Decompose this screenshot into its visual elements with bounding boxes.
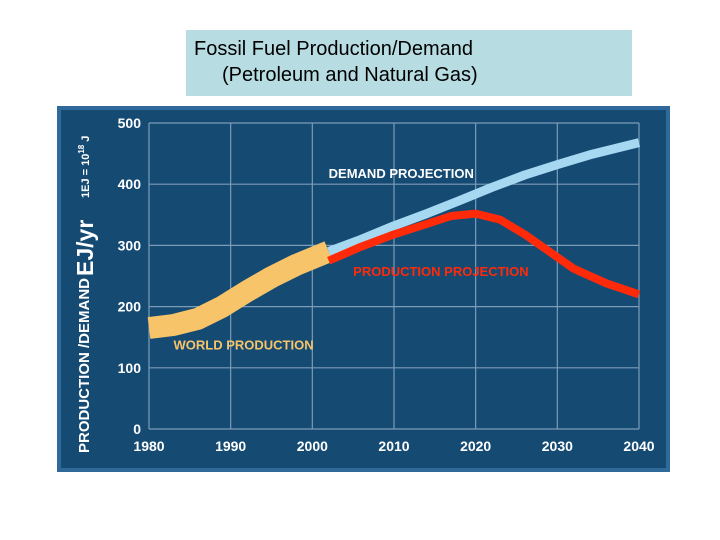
y-axis-label-unit: EJ/yr [72,220,98,276]
chart-svg: 1980 1990 2000 2010 2020 2030 2040 0 100 200 300 40… [57,106,670,472]
x-tick-label-2030: 2030 [542,438,573,454]
chart-title-box: Fossil Fuel Production/Demand (Petroleum… [186,30,632,96]
x-tick-label-2000: 2000 [297,438,328,454]
chart-background [57,106,670,472]
x-tick-label-1980: 1980 [133,438,164,454]
x-tick-label-2020: 2020 [460,438,491,454]
y-tick-label-0: 0 [133,421,141,437]
series-label-demand-projection: DEMAND PROJECTION [329,166,474,181]
series [147,138,641,339]
series-label-production-projection: PRODUCTION PROJECTION [353,264,529,279]
series-line-demand-projection [327,138,641,256]
series-line-production-projection [327,209,641,299]
y-tick-label-400: 400 [118,176,142,192]
chart-border [57,106,670,472]
y-tick-label-100: 100 [118,360,142,376]
y-axis-note-text: 1EJ = 10 [80,154,92,198]
chart-title-line2: (Petroleum and Natural Gas) [222,64,478,86]
series-labels: WORLD PRODUCTION DEMAND PROJECTION PRODUCT… [174,166,529,352]
y-axis-label-main: PRODUCTION /DEMAND [76,278,93,453]
x-tick-label-1990: 1990 [215,438,246,454]
axes: 1980 1990 2000 2010 2020 2030 2040 0 100 200 300 40… [118,115,655,454]
series-label-world-production: WORLD PRODUCTION [174,337,314,352]
y-tick-label-200: 200 [118,299,142,315]
x-tick-label-2040: 2040 [623,438,654,454]
y-axis-note-unit: J [80,136,92,142]
y-axis-note-exponent: 18 [77,144,86,153]
y-tick-label-500: 500 [118,115,142,131]
x-tick-label-2010: 2010 [378,438,409,454]
chart-title-line1: Fossil Fuel Production/Demand [194,38,474,60]
y-axis-label-note: 1EJ = 1018 J [77,136,92,198]
y-tick-label-300: 300 [118,237,142,253]
series-line-world-production [147,241,333,339]
chart: 1980 1990 2000 2010 2020 2030 2040 0 100 200 300 40… [57,106,670,472]
